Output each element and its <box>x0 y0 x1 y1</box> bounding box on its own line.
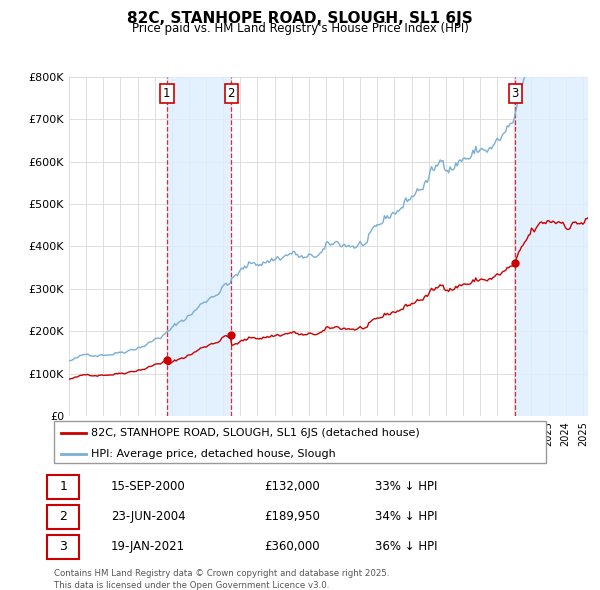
Text: 3: 3 <box>512 87 519 100</box>
Bar <box>167 77 231 416</box>
Text: 23-JUN-2004: 23-JUN-2004 <box>110 510 185 523</box>
Text: £189,950: £189,950 <box>264 510 320 523</box>
FancyBboxPatch shape <box>47 505 79 529</box>
Text: 2: 2 <box>59 510 67 523</box>
Text: 36% ↓ HPI: 36% ↓ HPI <box>374 540 437 553</box>
Text: 33% ↓ HPI: 33% ↓ HPI <box>374 480 437 493</box>
Text: £360,000: £360,000 <box>264 540 319 553</box>
Text: 82C, STANHOPE ROAD, SLOUGH, SL1 6JS: 82C, STANHOPE ROAD, SLOUGH, SL1 6JS <box>127 11 473 25</box>
Text: 15-SEP-2000: 15-SEP-2000 <box>110 480 185 493</box>
Text: 1: 1 <box>59 480 67 493</box>
FancyBboxPatch shape <box>47 475 79 499</box>
Bar <box>515 77 588 416</box>
Text: 82C, STANHOPE ROAD, SLOUGH, SL1 6JS (detached house): 82C, STANHOPE ROAD, SLOUGH, SL1 6JS (det… <box>91 428 419 438</box>
Text: £132,000: £132,000 <box>264 480 320 493</box>
Text: 3: 3 <box>59 540 67 553</box>
Text: 2: 2 <box>227 87 235 100</box>
Text: Contains HM Land Registry data © Crown copyright and database right 2025.
This d: Contains HM Land Registry data © Crown c… <box>54 569 389 589</box>
Text: HPI: Average price, detached house, Slough: HPI: Average price, detached house, Slou… <box>91 449 335 459</box>
Text: Price paid vs. HM Land Registry's House Price Index (HPI): Price paid vs. HM Land Registry's House … <box>131 22 469 35</box>
Text: 19-JAN-2021: 19-JAN-2021 <box>110 540 185 553</box>
FancyBboxPatch shape <box>54 421 546 463</box>
FancyBboxPatch shape <box>47 535 79 559</box>
Text: 34% ↓ HPI: 34% ↓ HPI <box>374 510 437 523</box>
Text: 1: 1 <box>163 87 170 100</box>
